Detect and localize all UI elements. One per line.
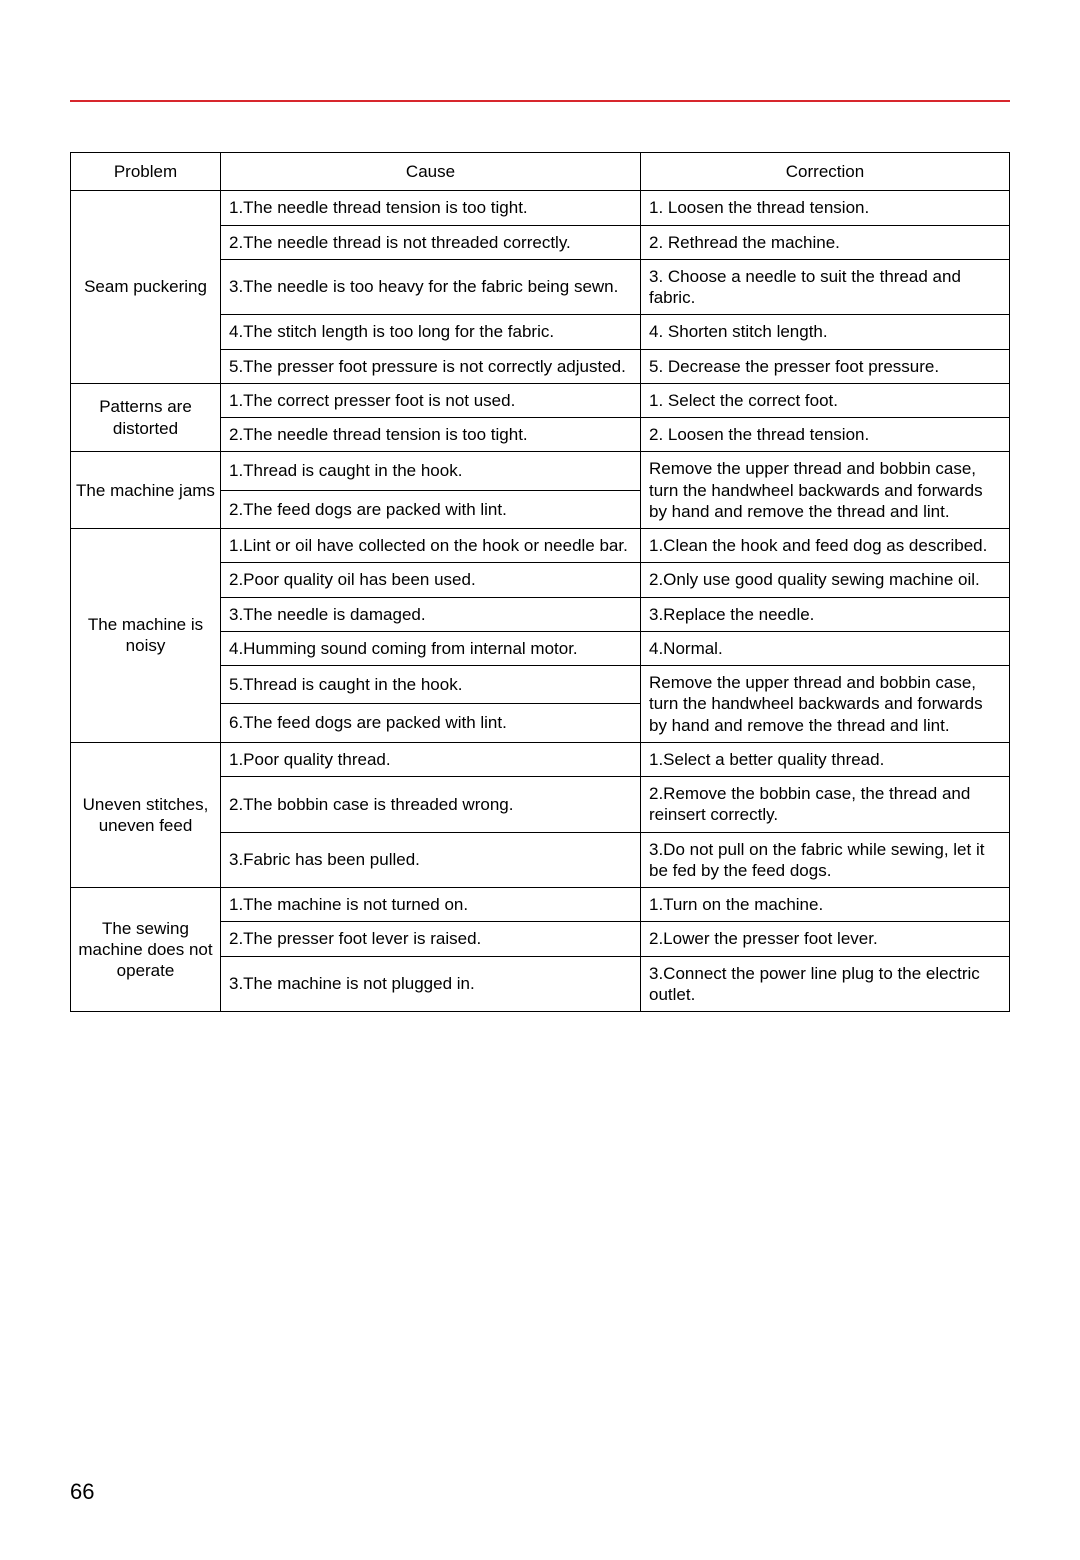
correction-cell: 1.Clean the hook and feed dog as describ… — [641, 529, 1010, 563]
correction-cell: 3.Connect the power line plug to the ele… — [641, 956, 1010, 1012]
cause-cell: 1.Lint or oil have collected on the hook… — [221, 529, 641, 563]
table-row: Patterns are distorted1.The correct pres… — [71, 383, 1010, 417]
correction-cell: 2.Remove the bobbin case, the thread and… — [641, 777, 1010, 833]
col-problem: Problem — [71, 153, 221, 191]
problem-cell: The machine is noisy — [71, 529, 221, 743]
cause-cell: 1.The correct presser foot is not used. — [221, 383, 641, 417]
cause-cell: 3.The machine is not plugged in. — [221, 956, 641, 1012]
col-correction: Correction — [641, 153, 1010, 191]
cause-cell: 2.The presser foot lever is raised. — [221, 922, 641, 956]
page-number: 66 — [70, 1479, 94, 1505]
cause-cell: 5.The presser foot pressure is not corre… — [221, 349, 641, 383]
table-row: Uneven stitches, uneven feed1.Poor quali… — [71, 742, 1010, 776]
accent-rule — [70, 100, 1010, 102]
correction-cell: 2. Loosen the thread tension. — [641, 418, 1010, 452]
cause-cell: 2.The feed dogs are packed with lint. — [221, 490, 641, 528]
correction-cell: Remove the upper thread and bobbin case,… — [641, 452, 1010, 529]
problem-cell: Seam puckering — [71, 191, 221, 384]
problem-cell: The machine jams — [71, 452, 221, 529]
cause-cell: 2.Poor quality oil has been used. — [221, 563, 641, 597]
cause-cell: 2.The needle thread is not threaded corr… — [221, 225, 641, 259]
col-cause: Cause — [221, 153, 641, 191]
cause-cell: 2.The needle thread tension is too tight… — [221, 418, 641, 452]
correction-cell: 2.Only use good quality sewing machine o… — [641, 563, 1010, 597]
cause-cell: 3.The needle is damaged. — [221, 597, 641, 631]
cause-cell: 3.Fabric has been pulled. — [221, 832, 641, 888]
table-row: Seam puckering1.The needle thread tensio… — [71, 191, 1010, 225]
table-body: Seam puckering1.The needle thread tensio… — [71, 191, 1010, 1012]
cause-cell: 5.Thread is caught in the hook. — [221, 666, 641, 704]
cause-cell: 4.The stitch length is too long for the … — [221, 315, 641, 349]
problem-cell: Patterns are distorted — [71, 383, 221, 452]
cause-cell: 1.Poor quality thread. — [221, 742, 641, 776]
table-header-row: Problem Cause Correction — [71, 153, 1010, 191]
correction-cell: 2.Lower the presser foot lever. — [641, 922, 1010, 956]
cause-cell: 6.The feed dogs are packed with lint. — [221, 704, 641, 742]
correction-cell: 1.Select a better quality thread. — [641, 742, 1010, 776]
correction-cell: 3.Do not pull on the fabric while sewing… — [641, 832, 1010, 888]
correction-cell: 2. Rethread the machine. — [641, 225, 1010, 259]
correction-cell: 3. Choose a needle to suit the thread an… — [641, 259, 1010, 315]
cause-cell: 2.The bobbin case is threaded wrong. — [221, 777, 641, 833]
cause-cell: 3.The needle is too heavy for the fabric… — [221, 259, 641, 315]
cause-cell: 4.Humming sound coming from internal mot… — [221, 631, 641, 665]
correction-cell: 1.Turn on the machine. — [641, 888, 1010, 922]
troubleshooting-table: Problem Cause Correction Seam puckering1… — [70, 152, 1010, 1012]
correction-cell: 1. Select the correct foot. — [641, 383, 1010, 417]
correction-cell: 5. Decrease the presser foot pressure. — [641, 349, 1010, 383]
correction-cell: 4. Shorten stitch length. — [641, 315, 1010, 349]
correction-cell: 3.Replace the needle. — [641, 597, 1010, 631]
cause-cell: 1.The machine is not turned on. — [221, 888, 641, 922]
table-row: The machine jams1.Thread is caught in th… — [71, 452, 1010, 490]
correction-cell: 1. Loosen the thread tension. — [641, 191, 1010, 225]
table-row: The sewing machine does not operate1.The… — [71, 888, 1010, 922]
cause-cell: 1.The needle thread tension is too tight… — [221, 191, 641, 225]
table-row: The machine is noisy1.Lint or oil have c… — [71, 529, 1010, 563]
correction-cell: 4.Normal. — [641, 631, 1010, 665]
cause-cell: 1.Thread is caught in the hook. — [221, 452, 641, 490]
problem-cell: The sewing machine does not operate — [71, 888, 221, 1012]
problem-cell: Uneven stitches, uneven feed — [71, 742, 221, 887]
correction-cell: Remove the upper thread and bobbin case,… — [641, 666, 1010, 743]
